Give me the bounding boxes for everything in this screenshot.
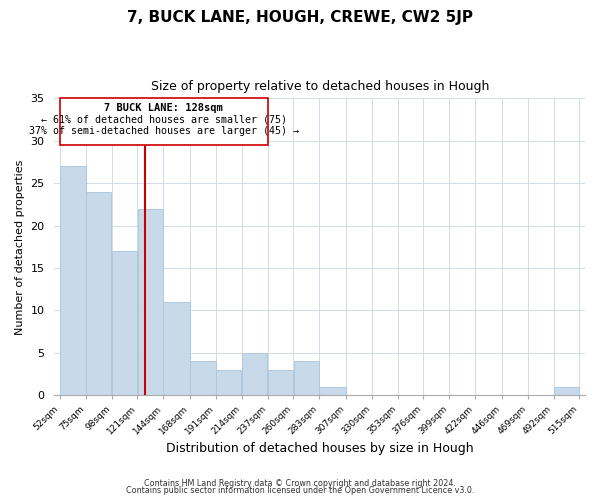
Bar xyxy=(112,251,137,396)
Text: 7, BUCK LANE, HOUGH, CREWE, CW2 5JP: 7, BUCK LANE, HOUGH, CREWE, CW2 5JP xyxy=(127,10,473,25)
Text: Contains public sector information licensed under the Open Government Licence v3: Contains public sector information licen… xyxy=(126,486,474,495)
Bar xyxy=(293,362,319,396)
Bar xyxy=(163,302,190,396)
Text: Contains HM Land Registry data © Crown copyright and database right 2024.: Contains HM Land Registry data © Crown c… xyxy=(144,478,456,488)
Y-axis label: Number of detached properties: Number of detached properties xyxy=(15,159,25,334)
Bar xyxy=(242,353,267,396)
Bar xyxy=(86,192,112,396)
X-axis label: Distribution of detached houses by size in Hough: Distribution of detached houses by size … xyxy=(166,442,473,455)
Bar xyxy=(319,387,346,396)
Bar xyxy=(554,387,579,396)
Bar xyxy=(216,370,241,396)
Text: ← 61% of detached houses are smaller (75): ← 61% of detached houses are smaller (75… xyxy=(41,114,287,124)
Text: 37% of semi-detached houses are larger (45) →: 37% of semi-detached houses are larger (… xyxy=(29,126,299,136)
FancyBboxPatch shape xyxy=(60,98,268,145)
Bar xyxy=(60,166,86,396)
Bar xyxy=(190,362,215,396)
Text: 7 BUCK LANE: 128sqm: 7 BUCK LANE: 128sqm xyxy=(104,102,223,113)
Bar xyxy=(137,208,163,396)
Title: Size of property relative to detached houses in Hough: Size of property relative to detached ho… xyxy=(151,80,489,93)
Bar xyxy=(268,370,293,396)
